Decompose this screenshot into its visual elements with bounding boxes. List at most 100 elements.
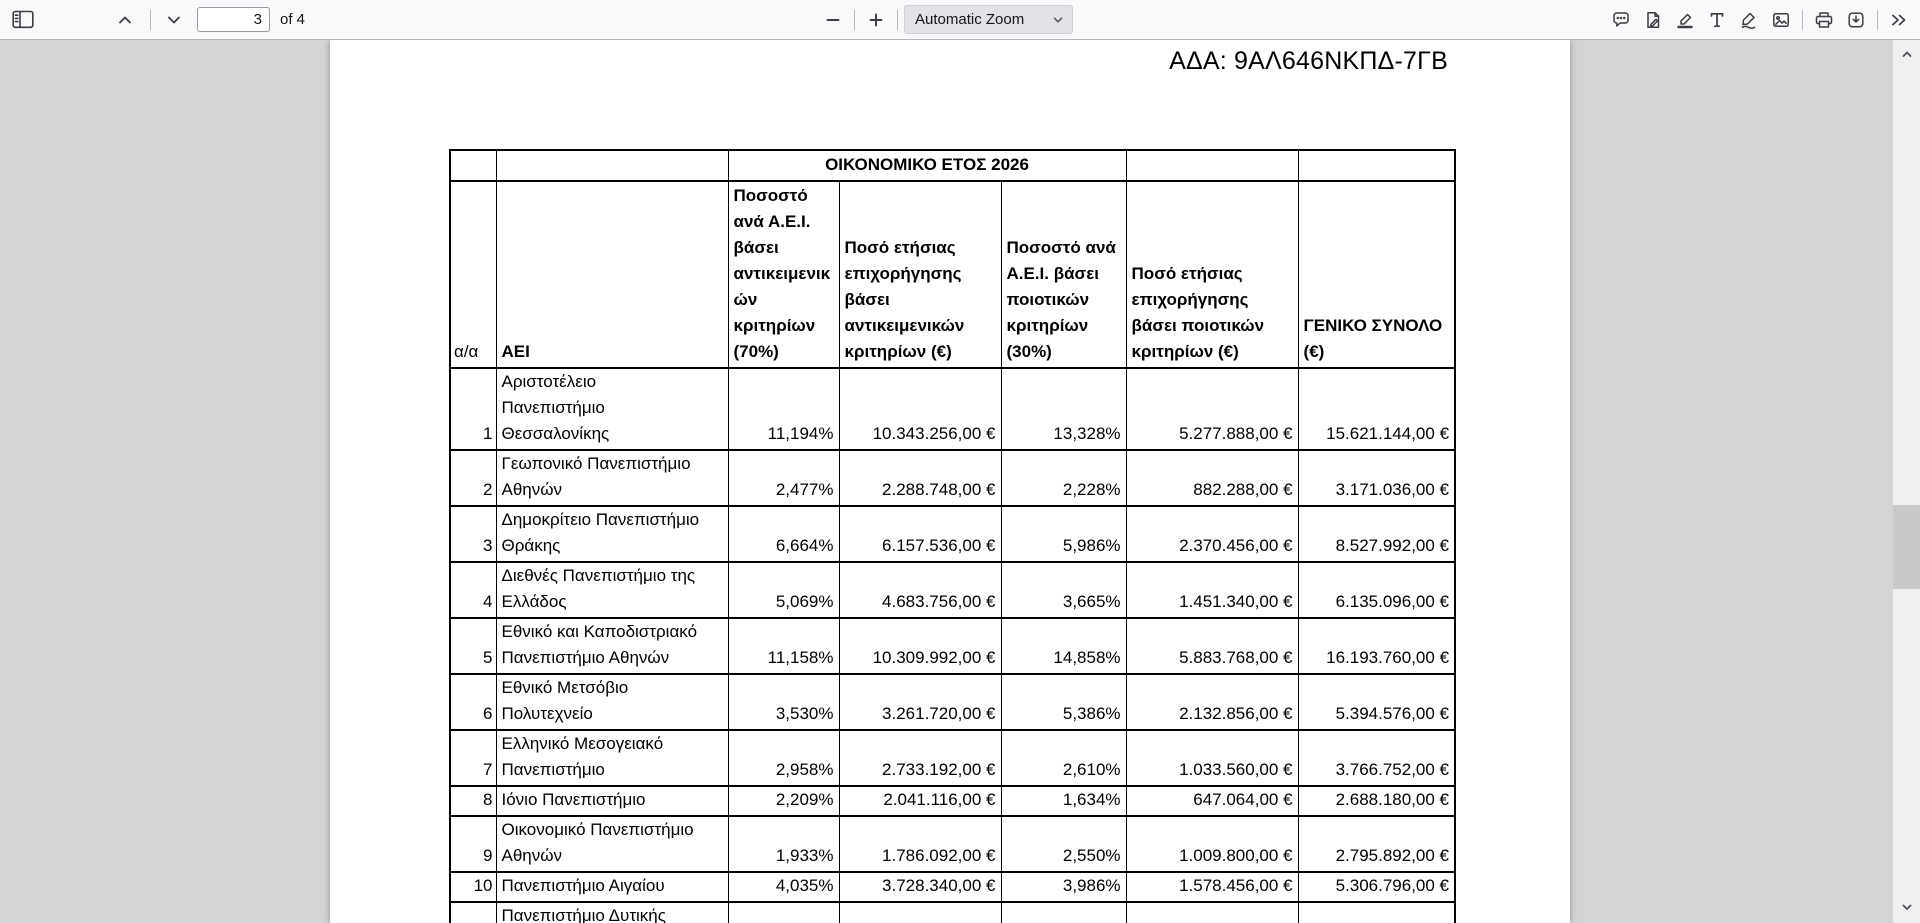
zoom-select[interactable]: Automatic Zoom [904, 5, 1073, 34]
image-icon [1771, 10, 1791, 30]
row-index-cell: 8 [449, 785, 497, 817]
pct-objective-cell: 2,209% [727, 785, 840, 817]
pct-quality-cell: 1,634% [1000, 785, 1127, 817]
zoom-in-icon [866, 10, 886, 30]
save-button[interactable] [1841, 5, 1871, 35]
table-title: ΟΙΚΟΝΟΜΙΚΟ ΕΤΟΣ 2026 [727, 149, 1127, 182]
total-cell: 7.461.036,00 € [1297, 901, 1456, 923]
row-index-cell: 2 [449, 449, 497, 507]
pct-quality-cell: 14,858% [1000, 617, 1127, 675]
table-row: 3 Δημοκρίτειο Πανεπιστήμιο Θράκης 6,664% 6.… [449, 505, 1456, 563]
print-button[interactable] [1809, 5, 1839, 35]
funding-table: ΟΙΚΟΝΟΜΙΚΟ ΕΤΟΣ 2026 α/α ΑΕΙ Ποσοστό ανά Α… [449, 149, 1457, 923]
university-name-cell: Δημοκρίτειο Πανεπιστήμιο Θράκης [495, 505, 729, 563]
table-row: 1 Αριστοτέλειο Πανεπιστήμιο Θεσσαλονίκης 1… [449, 367, 1456, 451]
row-index-cell: 6 [449, 673, 497, 731]
print-icon [1814, 10, 1834, 30]
previous-page-button[interactable] [110, 5, 140, 35]
scroll-up-button[interactable] [1893, 42, 1920, 68]
scroll-down-button[interactable] [1893, 895, 1920, 921]
chevron-down-icon [164, 10, 184, 30]
draw-button[interactable] [1734, 5, 1764, 35]
university-name-cell: Εθνικό και Καποδιστριακό Πανεπιστήμιο Αθ… [495, 617, 729, 675]
table-row: 4 Διεθνές Πανεπιστήμιο της Ελλάδος 5,069% 4… [449, 561, 1456, 619]
amount-objective-cell: 10.309.992,00 € [838, 617, 1002, 675]
separator [1877, 9, 1878, 30]
row-index-cell: 7 [449, 729, 497, 787]
table-row: 6 Εθνικό Μετσόβιο Πολυτεχνείο 3,530% 3.261.… [449, 673, 1456, 731]
row-index-cell: 5 [449, 617, 497, 675]
column-header: Ποσό ετήσιας επιχορήγησης βάσει αντικειμ… [838, 180, 1002, 369]
pct-quality-cell: 13,328% [1000, 367, 1127, 451]
column-header: ΓΕΝΙΚΟ ΣΥΝΟΛΟ (€) [1297, 180, 1456, 369]
amount-objective-cell: 3.261.720,00 € [838, 673, 1002, 731]
row-index-cell: 9 [449, 815, 497, 873]
university-name-cell: Ιόνιο Πανεπιστήμιο [495, 785, 729, 817]
more-tools-icon [1889, 10, 1909, 30]
comment-icon [1611, 10, 1631, 30]
more-tools-button[interactable] [1884, 5, 1914, 35]
amount-objective-cell: 2.733.192,00 € [838, 729, 1002, 787]
pct-quality-cell: 3,986% [1000, 871, 1127, 903]
total-cell: 16.193.760,00 € [1297, 617, 1456, 675]
signature-button[interactable] [1638, 5, 1668, 35]
pct-objective-cell: 11,194% [727, 367, 840, 451]
amount-objective-cell: 5.729.724,00 € [838, 901, 1002, 923]
draw-icon [1739, 10, 1759, 30]
comment-button[interactable] [1606, 5, 1636, 35]
amount-objective-cell: 3.728.340,00 € [838, 871, 1002, 903]
amount-objective-cell: 6.157.536,00 € [838, 505, 1002, 563]
university-name-cell: Οικονομικό Πανεπιστήμιο Αθηνών [495, 815, 729, 873]
zoom-in-button[interactable] [861, 5, 891, 35]
page-number-input[interactable] [197, 7, 270, 32]
amount-objective-cell: 2.041.116,00 € [838, 785, 1002, 817]
sidebar-toggle-button[interactable] [8, 5, 38, 35]
pdf-page[interactable]: ΑΔΑ: 9ΑΛ646ΝΚΠΔ-7ΓΒ ΟΙΚΟΝΟΜΙΚΟ ΕΤΟΣ 2026… [330, 40, 1570, 923]
column-header: Ποσοστό ανά Α.Ε.Ι. βάσει ποιοτικών κριτη… [1000, 180, 1127, 369]
vertical-scrollbar[interactable] [1893, 40, 1920, 923]
pdf-toolbar: of 4 Automatic Zoom [0, 0, 1920, 40]
table-row: 5 Εθνικό και Καποδιστριακό Πανεπιστήμιο Α… [449, 617, 1456, 675]
row-index-cell: 3 [449, 505, 497, 563]
dropdown-arrow-icon [1052, 14, 1072, 26]
pct-quality-cell: 4,372% [1000, 901, 1127, 923]
row-index-cell: 10 [449, 871, 497, 903]
save-icon [1846, 10, 1866, 30]
separator [150, 9, 151, 30]
amount-quality-cell: 5.883.768,00 € [1125, 617, 1299, 675]
separator [854, 9, 855, 30]
ada-reference: ΑΔΑ: 9ΑΛ646ΝΚΠΔ-7ΓΒ [1169, 47, 1448, 75]
pct-quality-cell: 2,228% [1000, 449, 1127, 507]
university-name-cell: Ελληνικό Μεσογειακό Πανεπιστήμιο [495, 729, 729, 787]
image-button[interactable] [1766, 5, 1796, 35]
total-cell: 5.394.576,00 € [1297, 673, 1456, 731]
viewer-area[interactable]: ΑΔΑ: 9ΑΛ646ΝΚΠΔ-7ΓΒ ΟΙΚΟΝΟΜΙΚΟ ΕΤΟΣ 2026… [0, 40, 1893, 923]
highlight-icon [1675, 10, 1695, 30]
scrollbar-thumb[interactable] [1893, 505, 1920, 589]
university-name-cell: Πανεπιστήμιο Δυτικής Αττικής [495, 901, 729, 923]
zoom-out-button[interactable] [818, 5, 848, 35]
chevron-up-icon [115, 10, 135, 30]
amount-quality-cell: 2.132.856,00 € [1125, 673, 1299, 731]
table-row: 8 Ιόνιο Πανεπιστήμιο 2,209% 2.041.116,00 €1… [449, 785, 1456, 817]
column-header: Ποσοστό ανά Α.Ε.Ι. βάσει αντικειμενικών … [727, 180, 840, 369]
total-cell: 8.527.992,00 € [1297, 505, 1456, 563]
total-cell: 5.306.796,00 € [1297, 871, 1456, 903]
row-index-cell: 11 [449, 901, 497, 923]
highlight-button[interactable] [1670, 5, 1700, 35]
table-row: 7 Ελληνικό Μεσογειακό Πανεπιστήμιο 2,958% 2… [449, 729, 1456, 787]
total-cell: 2.688.180,00 € [1297, 785, 1456, 817]
pct-quality-cell: 2,610% [1000, 729, 1127, 787]
column-header: Ποσό ετήσιας επιχορήγησης βάσει ποιοτικώ… [1125, 180, 1299, 369]
total-cell: 3.171.036,00 € [1297, 449, 1456, 507]
pct-objective-cell: 5,069% [727, 561, 840, 619]
next-page-button[interactable] [159, 5, 189, 35]
amount-objective-cell: 4.683.756,00 € [838, 561, 1002, 619]
page-count-label: of 4 [280, 11, 306, 28]
free-text-button[interactable] [1702, 5, 1732, 35]
scroll-up-icon [1900, 47, 1914, 64]
pct-objective-cell: 2,958% [727, 729, 840, 787]
column-header: α/α [449, 180, 497, 369]
toolbar-tools-group [1606, 0, 1914, 39]
amount-objective-cell: 2.288.748,00 € [838, 449, 1002, 507]
